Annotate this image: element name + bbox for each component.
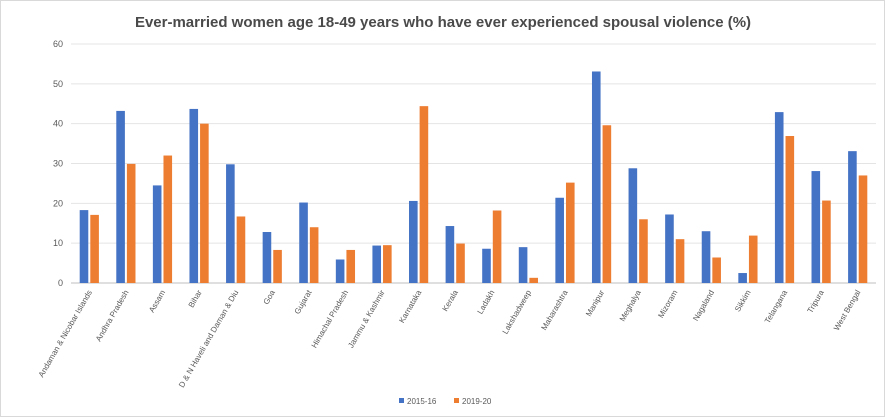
bar-2019-20-0[interactable] bbox=[90, 214, 99, 283]
bar-2019-20-16[interactable] bbox=[675, 239, 685, 283]
bar-2015-16-1[interactable] bbox=[116, 110, 125, 283]
bar-2015-16-7[interactable] bbox=[335, 259, 345, 283]
x-tick-label: Bihar bbox=[187, 288, 204, 309]
bar-2015-16-21[interactable] bbox=[848, 151, 857, 283]
y-tick-label: 60 bbox=[53, 39, 63, 49]
bar-2015-16-19[interactable] bbox=[774, 112, 784, 284]
x-tick-label: Manipur bbox=[584, 288, 606, 318]
bar-2019-20-1[interactable] bbox=[126, 163, 136, 283]
x-tick-label: Gujarat bbox=[293, 288, 314, 316]
bar-2019-20-20[interactable] bbox=[822, 200, 831, 283]
bar-2015-16-20[interactable] bbox=[811, 171, 821, 283]
bar-2015-16-8[interactable] bbox=[372, 245, 382, 283]
bar-2019-20-8[interactable] bbox=[383, 245, 392, 283]
bar-2015-16-11[interactable] bbox=[482, 248, 491, 283]
bar-2015-16-14[interactable] bbox=[591, 71, 601, 283]
bar-2019-20-18[interactable] bbox=[748, 235, 758, 283]
x-tick-label: Goa bbox=[262, 288, 278, 306]
bar-2015-16-6[interactable] bbox=[299, 202, 308, 283]
x-tick-label: Himachal Pradesh bbox=[310, 289, 350, 350]
x-tick-label: Maharashtra bbox=[539, 288, 570, 332]
bar-2015-16-13[interactable] bbox=[555, 197, 564, 283]
legend-label: 2019-20 bbox=[462, 397, 492, 406]
x-tick-label: Telangana bbox=[763, 288, 790, 325]
x-tick-label: Mizoram bbox=[656, 288, 679, 319]
bar-2019-20-5[interactable] bbox=[273, 249, 282, 283]
x-tick-label: Ladakh bbox=[476, 288, 497, 315]
bar-2015-16-15[interactable] bbox=[628, 168, 638, 283]
chart-title: Ever-married women age 18-49 years who h… bbox=[135, 14, 751, 31]
bar-2015-16-4[interactable] bbox=[226, 164, 235, 283]
bar-2015-16-16[interactable] bbox=[665, 214, 674, 283]
bar-2019-20-12[interactable] bbox=[529, 277, 538, 283]
x-tick-label: Jammu & Kashmir bbox=[346, 288, 387, 349]
x-tick-label: Karnataka bbox=[397, 288, 423, 325]
legend-swatch-2019-20 bbox=[454, 398, 459, 403]
bar-2019-20-3[interactable] bbox=[200, 123, 209, 284]
x-tick-label: Andaman & Nicobar Islands bbox=[37, 289, 94, 379]
x-tick-label: Kerala bbox=[441, 288, 461, 313]
bar-2015-16-17[interactable] bbox=[701, 231, 711, 283]
bar-2019-20-4[interactable] bbox=[236, 216, 246, 283]
bar-2019-20-14[interactable] bbox=[602, 125, 612, 283]
x-tick-label: Meghalya bbox=[618, 288, 643, 323]
bar-2019-20-2[interactable] bbox=[163, 155, 173, 283]
y-tick-label: 20 bbox=[53, 198, 63, 208]
bar-2019-20-6[interactable] bbox=[309, 227, 319, 283]
x-tick-label: Assam bbox=[147, 288, 167, 314]
bar-2015-16-12[interactable] bbox=[518, 247, 528, 283]
bar-2015-16-3[interactable] bbox=[189, 108, 199, 283]
bar-2019-20-11[interactable] bbox=[492, 210, 502, 283]
bar-2019-20-19[interactable] bbox=[785, 136, 795, 283]
x-tick-label: Lakshadweep bbox=[501, 288, 534, 336]
bar-2015-16-10[interactable] bbox=[445, 226, 455, 283]
legend-swatch-2015-16 bbox=[399, 398, 404, 403]
y-tick-label: 30 bbox=[53, 159, 63, 169]
x-tick-label: Andhra Pradesh bbox=[94, 289, 131, 344]
x-tick-label: West Bengal bbox=[832, 288, 863, 332]
y-tick-label: 10 bbox=[53, 238, 63, 248]
bar-2015-16-2[interactable] bbox=[152, 185, 162, 283]
bar-2019-20-9[interactable] bbox=[419, 106, 429, 283]
legend-label: 2015-16 bbox=[407, 397, 437, 406]
bar-2019-20-17[interactable] bbox=[712, 257, 721, 283]
bar-2019-20-13[interactable] bbox=[565, 182, 575, 283]
y-tick-label: 40 bbox=[53, 119, 63, 129]
x-tick-label: Nagaland bbox=[691, 289, 716, 323]
bar-2019-20-21[interactable] bbox=[858, 175, 868, 283]
bar-2015-16-5[interactable] bbox=[262, 232, 272, 283]
x-tick-label: Sikkim bbox=[733, 288, 753, 313]
bar-2019-20-10[interactable] bbox=[456, 243, 465, 283]
bar-2019-20-15[interactable] bbox=[639, 219, 648, 283]
bar-2015-16-18[interactable] bbox=[738, 273, 747, 283]
bar-2015-16-0[interactable] bbox=[79, 210, 89, 283]
x-tick-label: Tripura bbox=[806, 288, 827, 315]
y-tick-label: 0 bbox=[58, 278, 63, 288]
y-tick-label: 50 bbox=[53, 79, 63, 89]
bar-2019-20-7[interactable] bbox=[346, 249, 356, 283]
bar-2015-16-9[interactable] bbox=[409, 200, 418, 283]
